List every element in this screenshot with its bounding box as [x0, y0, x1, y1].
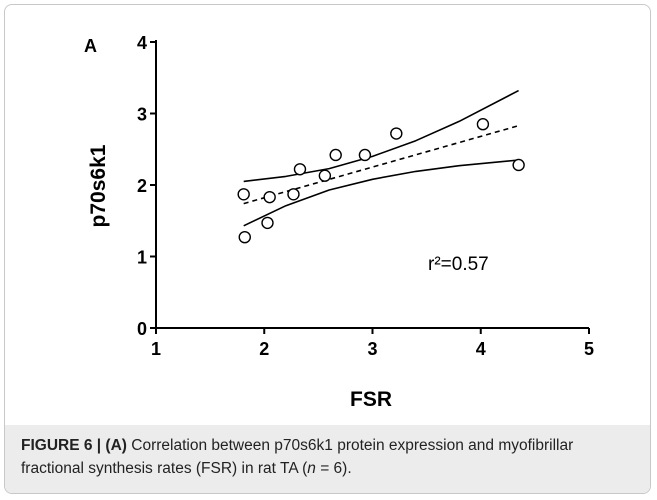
- caption-text-1: Correlation between p70s6k1 protein expr…: [21, 437, 574, 477]
- x-tick-label: 3: [367, 339, 377, 359]
- caption-label: FIGURE 6 | (A): [21, 437, 127, 454]
- data-point: [329, 148, 342, 162]
- data-point: [512, 158, 525, 172]
- panel-label: A: [84, 36, 97, 56]
- data-point: [237, 188, 250, 201]
- r-squared-annotation: r²=0.57: [428, 254, 489, 275]
- data-point: [318, 169, 332, 182]
- caption-n-symbol: n: [307, 460, 316, 477]
- x-tick-label: 2: [259, 339, 269, 359]
- data-point: [238, 230, 251, 244]
- data-point: [287, 188, 300, 201]
- x-tick-label: 1: [151, 339, 161, 359]
- data-point: [293, 163, 307, 176]
- data-point: [263, 190, 276, 204]
- data-points: [237, 118, 525, 244]
- ci-lower-line: [243, 159, 519, 227]
- x-tick-label: 5: [584, 339, 594, 359]
- figure-caption: FIGURE 6 | (A) Correlation between p70s6…: [5, 425, 650, 493]
- y-axis-title: p70s6k1: [87, 144, 110, 227]
- data-point: [390, 127, 403, 140]
- y-tick-label: 2: [137, 176, 147, 196]
- caption-text-2: = 6).: [315, 460, 352, 477]
- y-tick-label: 0: [137, 319, 147, 339]
- x-axis-title: FSR: [350, 388, 392, 411]
- ci-upper-line: [243, 89, 519, 183]
- y-tick-label: 1: [137, 248, 147, 268]
- data-point: [358, 148, 372, 162]
- confidence-band: [243, 89, 519, 227]
- y-tick-label: 4: [137, 33, 147, 53]
- x-tick-label: 4: [476, 339, 486, 359]
- data-point: [261, 216, 274, 230]
- data-point: [476, 118, 490, 131]
- y-tick-label: 3: [137, 105, 147, 125]
